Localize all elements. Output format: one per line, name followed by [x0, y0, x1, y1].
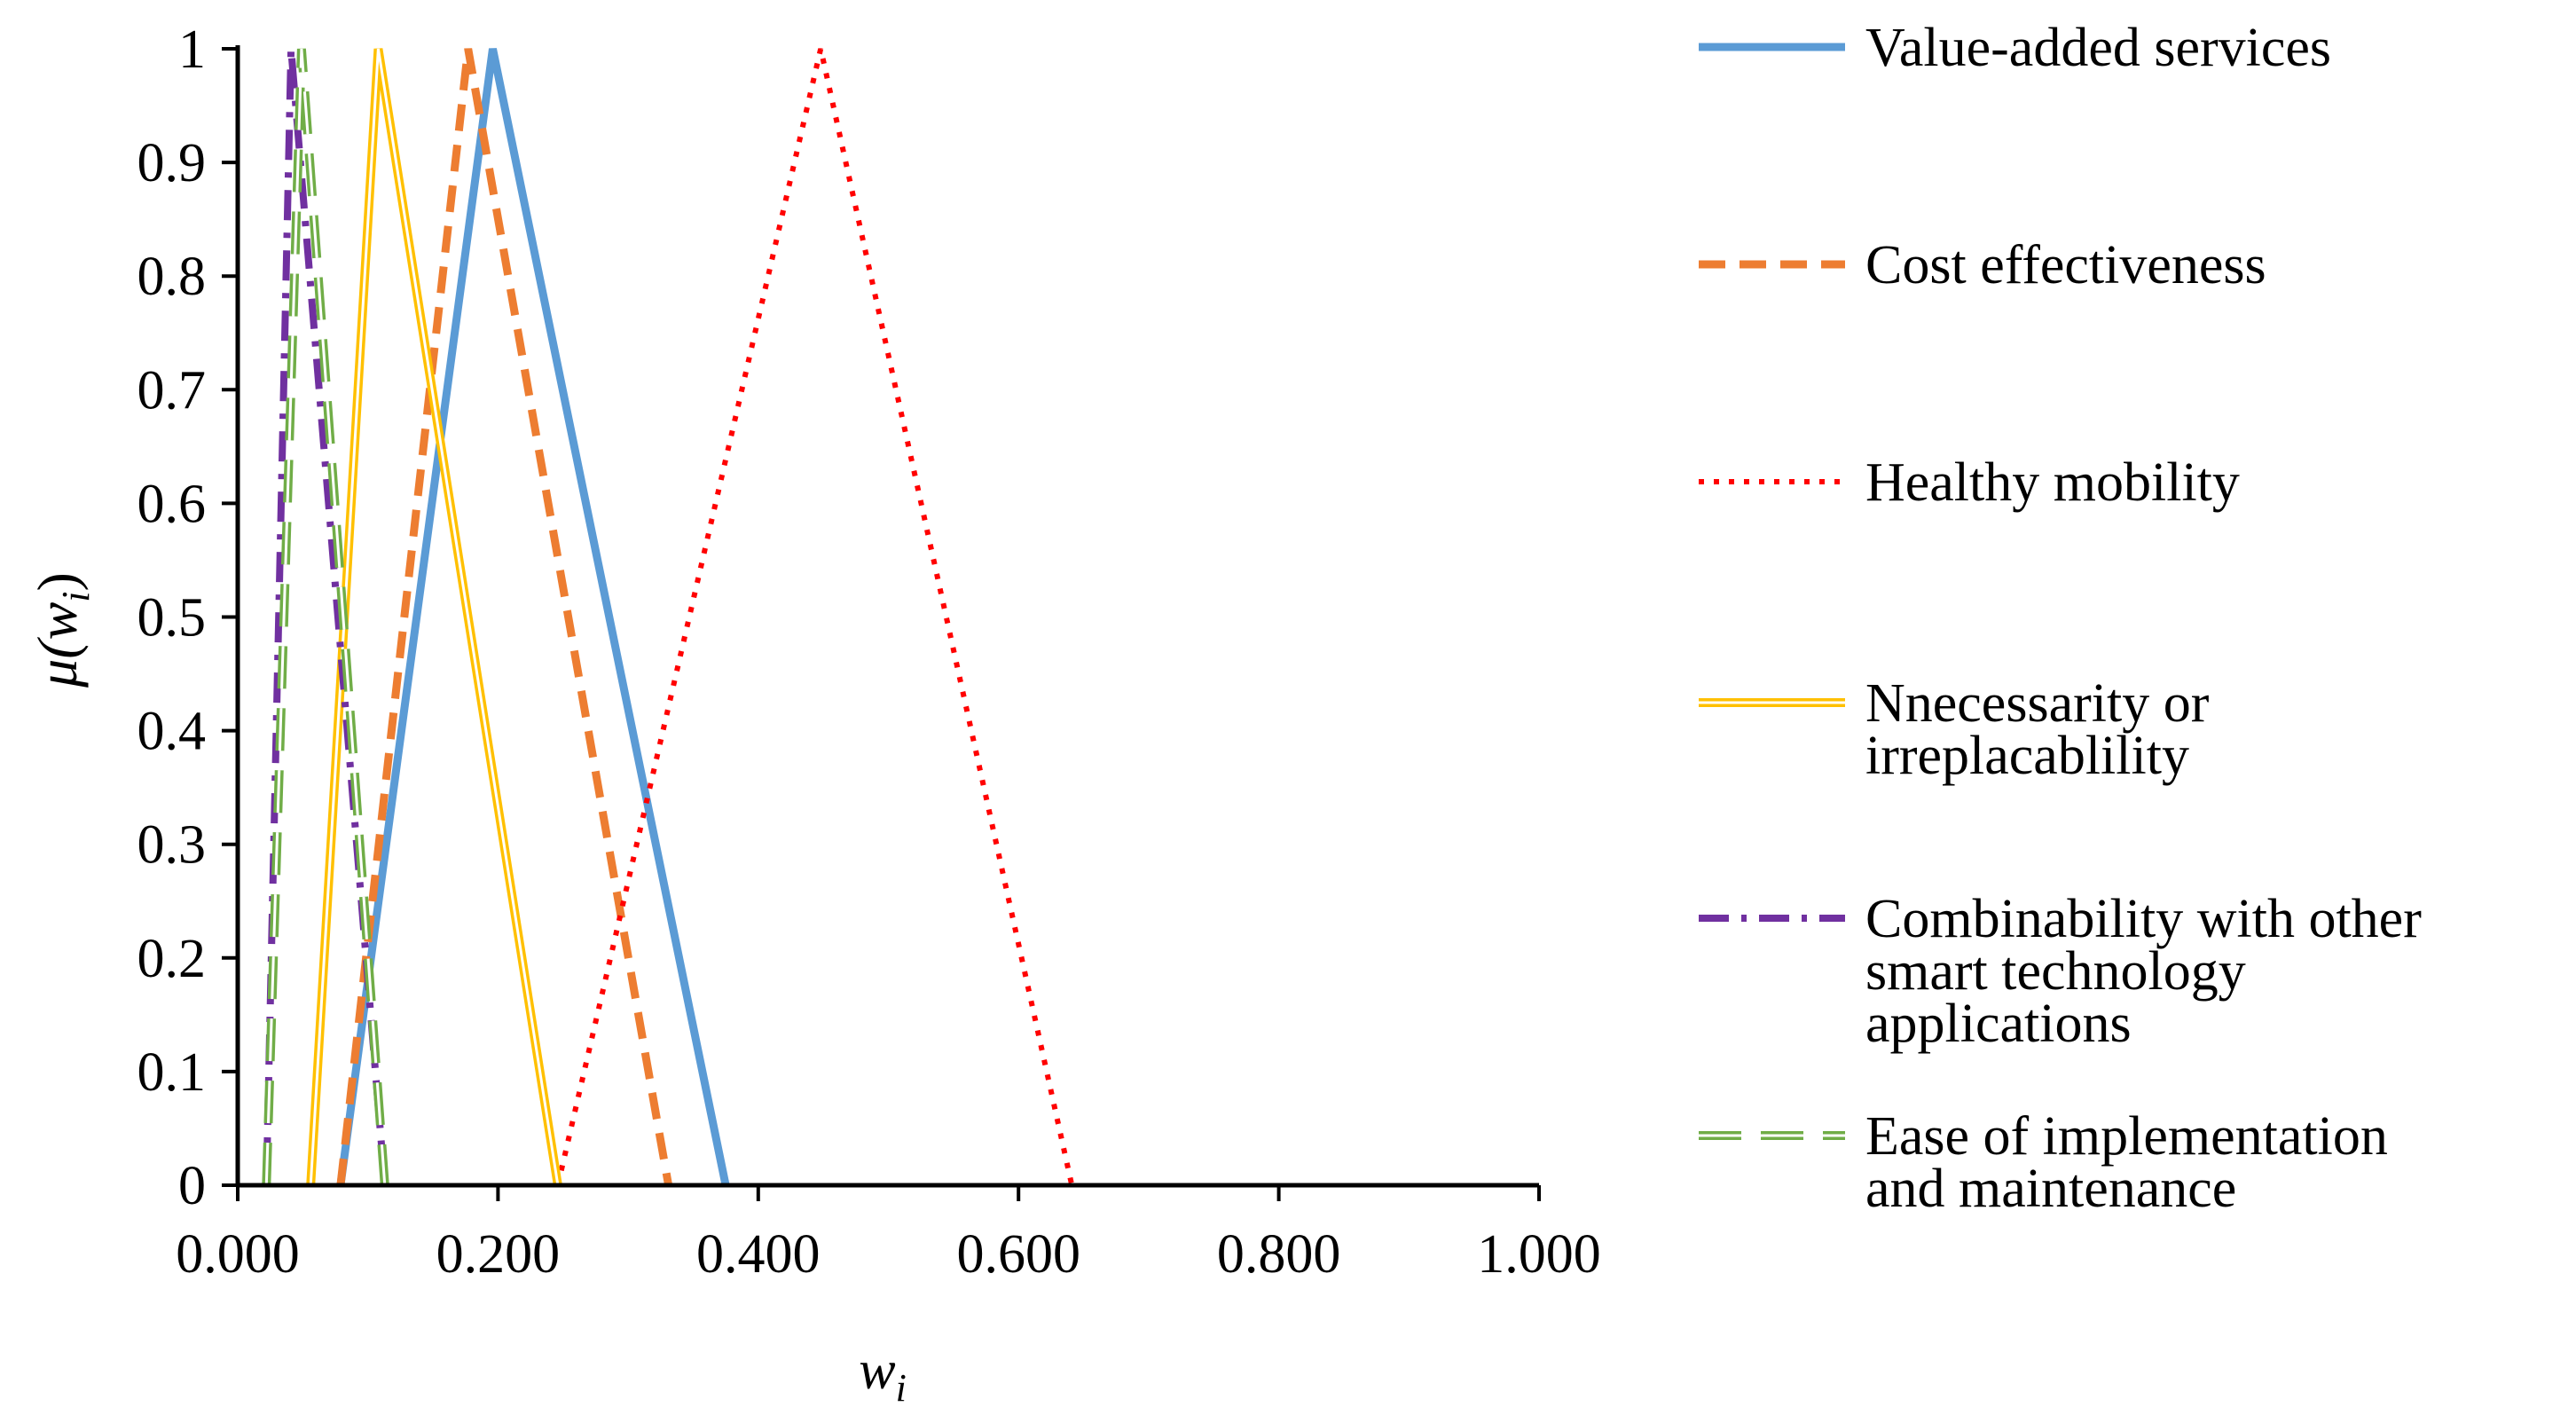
y-tick-label: 0.3 — [137, 815, 207, 876]
legend-entry-0: Value-added services — [1699, 18, 2331, 78]
x-axis-label: wi — [859, 1340, 907, 1410]
legend-label: Nnecessarity or — [1865, 673, 2210, 734]
y-tick-label: 0.8 — [137, 247, 207, 307]
series-line-3-inner — [309, 48, 560, 1186]
legend-label: Healthy mobility — [1865, 452, 2240, 513]
legend-label: Cost effectiveness — [1865, 235, 2266, 295]
x-tick-label: 0.800 — [1217, 1224, 1341, 1285]
axes — [235, 45, 1539, 1188]
y-tick-label: 0.5 — [137, 588, 207, 649]
y-tick-label: 0.4 — [137, 702, 207, 762]
legend-label: Combinability with other — [1865, 889, 2422, 949]
x-tick-label: 0.400 — [696, 1224, 821, 1285]
y-tick-label: 0.7 — [137, 360, 207, 421]
x-tick-label: 0.000 — [176, 1224, 300, 1285]
y-tick-label: 0.1 — [137, 1042, 207, 1103]
y-tick-label: 0.6 — [137, 474, 207, 534]
series-line-5-inner — [264, 48, 387, 1186]
legend-label: applications — [1865, 994, 2132, 1054]
x-axis-ticks: 0.000 0.200 0.400 0.600 0.800 1.000 — [176, 1185, 1601, 1285]
series-line-1 — [336, 48, 673, 1186]
y-axis-ticks: 0 0.1 0.2 0.3 0.4 0.5 0.6 0.7 0.8 0.9 1 — [137, 20, 238, 1216]
y-tick-label: 0.9 — [137, 133, 207, 193]
x-tick-label: 0.600 — [956, 1224, 1080, 1285]
series-line-3 — [306, 48, 562, 1186]
legend-label: irreplacablility — [1865, 726, 2189, 786]
legend-label: Ease of implementation — [1865, 1106, 2388, 1167]
y-tick-label: 1 — [178, 20, 206, 80]
legend-label: smart technology — [1865, 941, 2246, 1002]
x-tick-label: 1.000 — [1477, 1224, 1601, 1285]
series-line-2 — [554, 48, 1075, 1186]
legend-label: and maintenance — [1865, 1159, 2236, 1219]
x-tick-label: 0.200 — [436, 1224, 561, 1285]
legend: Value-added services Cost effectiveness He… — [1699, 18, 2422, 1219]
legend-entry-2: Healthy mobility — [1699, 452, 2240, 513]
series-line-0 — [336, 48, 730, 1186]
y-tick-label: 0 — [178, 1156, 206, 1216]
legend-entry-1: Cost effectiveness — [1699, 235, 2266, 295]
y-axis-label: μ(wi) — [26, 572, 98, 688]
plot-lines — [262, 48, 1075, 1186]
legend-label: Value-added services — [1865, 18, 2331, 78]
y-tick-label: 0.2 — [137, 929, 207, 989]
